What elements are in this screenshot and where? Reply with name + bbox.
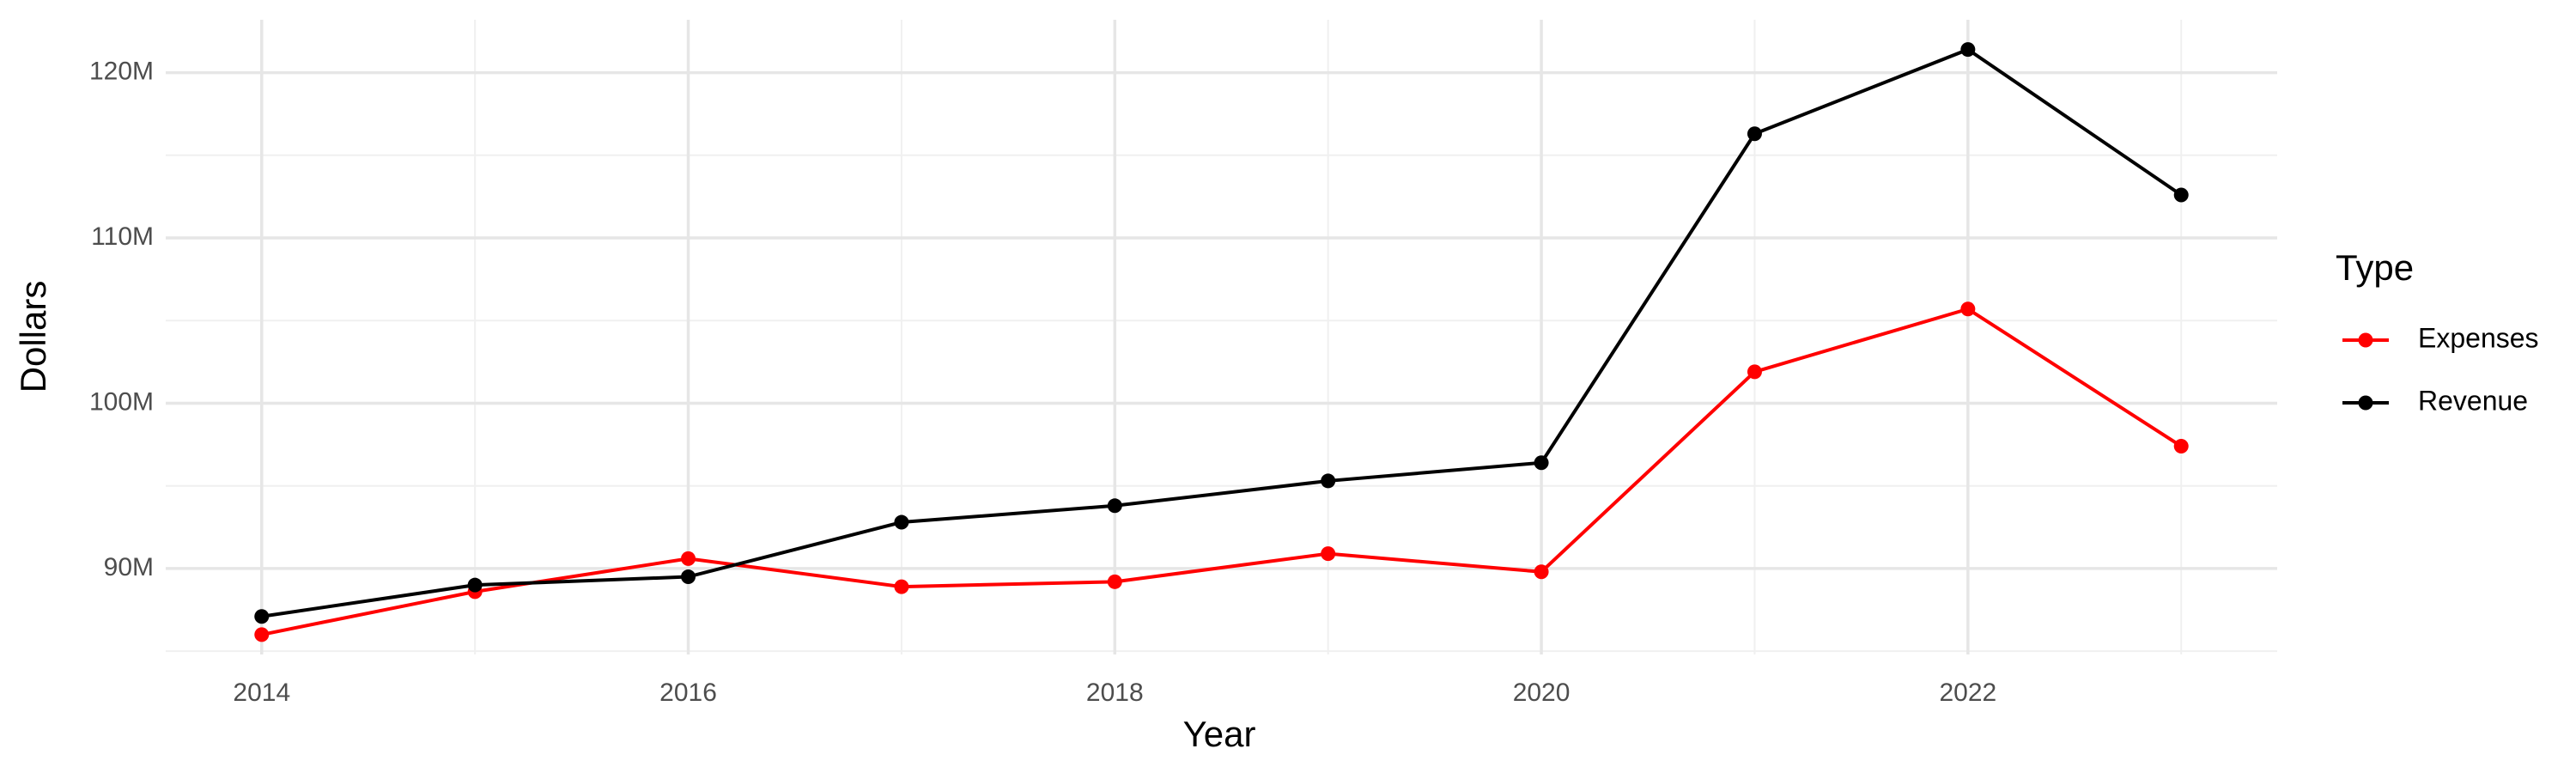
data-point bbox=[2173, 439, 2189, 454]
data-point bbox=[1960, 42, 1976, 58]
data-point bbox=[254, 609, 270, 624]
data-point bbox=[1534, 455, 1549, 471]
y-axis-title: Dollars bbox=[13, 281, 53, 393]
x-tick-label: 2022 bbox=[1939, 679, 1996, 707]
data-point bbox=[254, 627, 270, 642]
data-point bbox=[2173, 187, 2189, 203]
data-point bbox=[1321, 473, 1336, 489]
data-point bbox=[1747, 126, 1762, 142]
legend-label: Revenue bbox=[2418, 385, 2528, 416]
x-tick-label: 2018 bbox=[1086, 679, 1144, 707]
y-tick-label: 110M bbox=[91, 222, 154, 251]
y-tick-label: 90M bbox=[104, 553, 154, 581]
data-point bbox=[681, 569, 696, 585]
data-point bbox=[1321, 546, 1336, 562]
x-tick-label: 2014 bbox=[233, 679, 290, 707]
legend-key-point bbox=[2358, 332, 2373, 348]
y-tick-label: 120M bbox=[89, 58, 154, 86]
data-point bbox=[894, 514, 909, 530]
x-tick-label: 2020 bbox=[1513, 679, 1571, 707]
legend-title: Type bbox=[2336, 247, 2414, 288]
data-point bbox=[1107, 498, 1122, 514]
data-point bbox=[894, 579, 909, 594]
y-tick-label: 100M bbox=[89, 387, 154, 416]
series-line bbox=[261, 307, 2183, 636]
legend-label: Expenses bbox=[2418, 322, 2539, 353]
data-point bbox=[1534, 564, 1549, 580]
x-axis-title: Year bbox=[1183, 714, 1256, 754]
data-point bbox=[681, 551, 696, 566]
data-point bbox=[1747, 364, 1762, 380]
data-point bbox=[467, 577, 483, 593]
data-point bbox=[1960, 301, 1976, 317]
x-tick-label: 2016 bbox=[659, 679, 717, 707]
series-line bbox=[261, 47, 2183, 618]
data-point bbox=[1107, 574, 1122, 589]
legend-key-point bbox=[2358, 395, 2373, 411]
